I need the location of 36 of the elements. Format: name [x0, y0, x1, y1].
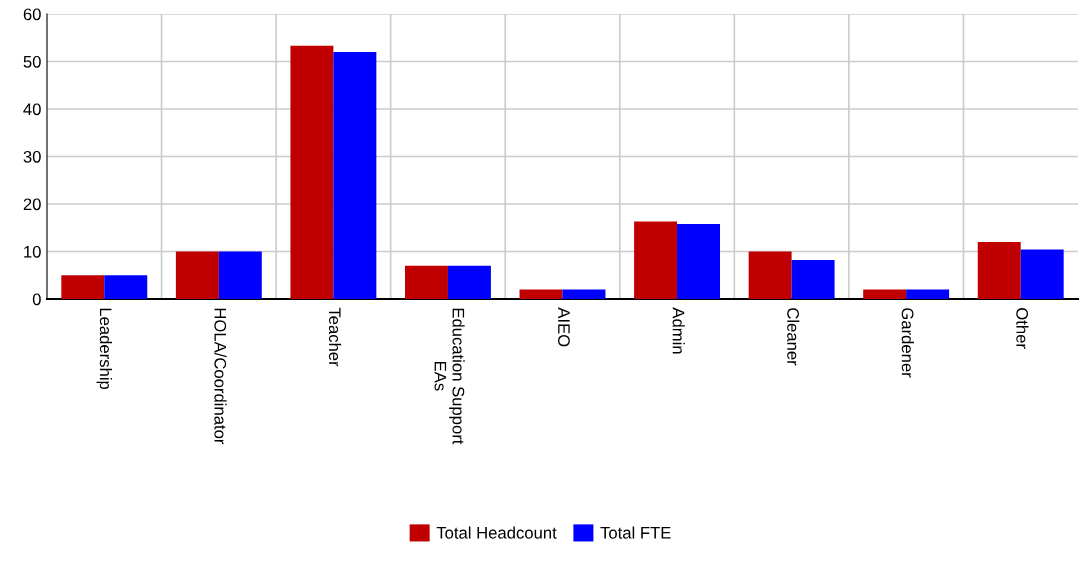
bar: [1020, 249, 1064, 299]
legend-label: Total FTE: [600, 526, 671, 539]
bar: [218, 251, 262, 299]
bar: [863, 289, 907, 299]
x-tick-label: HOLA/Coordinator: [214, 308, 227, 445]
bar: [791, 260, 835, 299]
bar: [61, 275, 105, 299]
x-tick-label: Cleaner: [787, 308, 800, 366]
x-tick-label: Gardener: [901, 308, 914, 378]
y-tick-label: 20: [23, 198, 41, 211]
legend-label: Total Headcount: [436, 526, 557, 539]
bar: [519, 289, 563, 299]
bar: [290, 45, 334, 299]
bar: [977, 242, 1021, 299]
bar: [748, 251, 792, 299]
x-tick-label: Education Support EAs: [434, 308, 465, 445]
x-tick-label: Admin: [672, 307, 685, 354]
y-tick-label: 40: [23, 103, 41, 116]
bar: [447, 265, 491, 299]
bar: [404, 265, 448, 299]
bar: [906, 289, 950, 299]
bar: [634, 221, 678, 299]
y-tick-label: 50: [23, 55, 41, 68]
bar: [175, 251, 219, 299]
x-tick-label: Other: [1016, 308, 1029, 349]
y-tick-label: 0: [32, 293, 41, 306]
y-tick-label: 10: [24, 245, 41, 258]
bar: [104, 275, 148, 299]
y-tick-label: 30: [23, 150, 41, 163]
bar: [562, 289, 606, 299]
x-tick-label: AIEO: [558, 307, 570, 347]
bar: [333, 52, 377, 299]
y-tick-label: 60: [23, 8, 41, 21]
x-tick-label: Teacher: [328, 307, 342, 367]
bar: [677, 223, 721, 299]
x-tick-label: Leadership: [96, 308, 113, 390]
